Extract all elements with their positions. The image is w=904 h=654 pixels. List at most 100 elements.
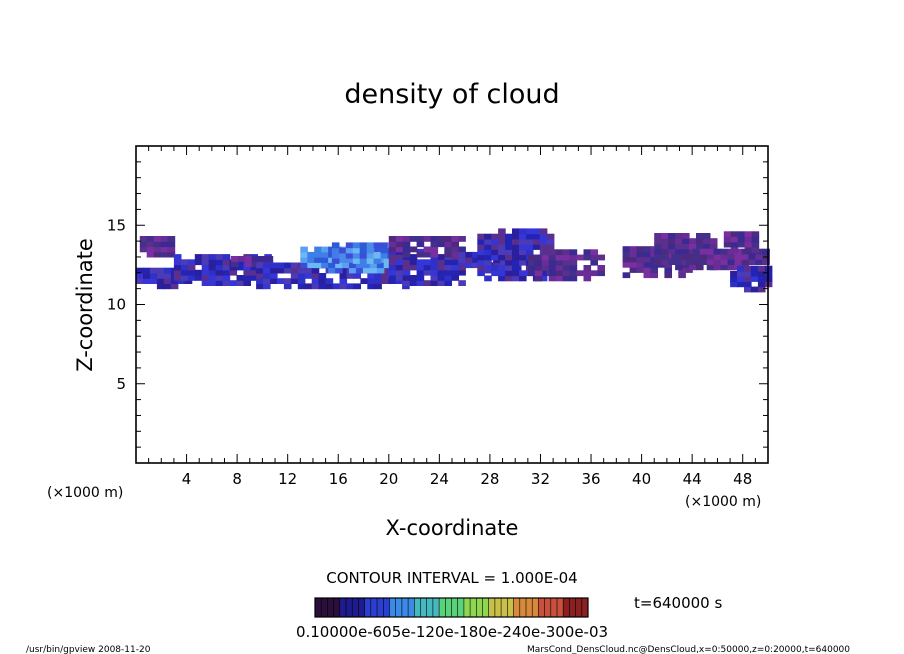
cloud-cell	[362, 262, 371, 269]
cloud-cell	[230, 261, 239, 267]
cloud-cell	[569, 259, 578, 266]
cloud-cell	[237, 256, 246, 262]
cloud-region	[388, 236, 466, 258]
cloud-cell	[458, 280, 466, 286]
cloud-cell	[696, 243, 704, 250]
cloud-cell	[215, 264, 224, 271]
cloud-cell	[416, 241, 425, 248]
cloud-cell	[713, 259, 722, 265]
colorbar-cell	[439, 598, 446, 617]
cloud-cell	[505, 254, 513, 261]
cloud-cell	[355, 262, 364, 269]
cloud-cell	[290, 262, 299, 269]
cloud-cell	[727, 264, 736, 271]
cloud-cell	[757, 265, 766, 272]
cloud-cell	[622, 246, 631, 252]
cloud-cell	[737, 241, 746, 248]
cloud-cell	[757, 281, 766, 288]
cloud-cell	[744, 270, 752, 277]
cloud-cell	[208, 275, 217, 281]
cloud-cell	[444, 264, 452, 271]
cloud-cell	[519, 238, 527, 245]
cloud-cell	[349, 267, 357, 274]
cloud-cell	[675, 253, 683, 260]
cloud-cell	[256, 267, 264, 274]
cloud-cell	[395, 269, 404, 276]
cloud-cell	[437, 264, 446, 271]
x-tick-label: 8	[232, 470, 242, 488]
cloud-cell	[167, 236, 176, 242]
cloud-cell	[643, 251, 652, 258]
cloud-cell	[388, 241, 397, 248]
cloud-cell	[491, 244, 499, 250]
cloud-cell	[229, 264, 238, 271]
cloud-cell	[562, 259, 571, 266]
cloud-cell	[458, 257, 466, 263]
cloud-cell	[541, 259, 550, 266]
cloud-cell	[451, 275, 459, 281]
cloud-cell	[555, 254, 564, 261]
cloud-cell	[416, 269, 425, 276]
cloud-cell	[236, 280, 245, 286]
cloud-cell	[512, 275, 520, 282]
cloud-cell	[555, 270, 564, 277]
cloud-cell	[283, 283, 292, 290]
cloud-cell	[173, 269, 182, 276]
colorbar-cell	[370, 598, 378, 617]
cloud-cell	[215, 254, 224, 260]
cloud-cell	[597, 270, 605, 277]
cloud-cell	[314, 262, 322, 269]
cloud-cell	[437, 241, 446, 248]
cloud-cell	[383, 262, 392, 269]
cloud-cell	[353, 283, 361, 290]
cloud-cell	[201, 275, 210, 281]
cloud-cell	[757, 286, 766, 293]
cloud-cell	[395, 275, 404, 281]
cloud-cell	[505, 249, 513, 256]
cloud-cell	[562, 254, 571, 261]
cloud-cell	[250, 275, 258, 281]
cloud-cell	[546, 233, 555, 240]
cloud-cell	[187, 264, 196, 271]
cloud-cell	[215, 259, 224, 266]
cloud-cell	[750, 265, 759, 272]
cloud-cell	[741, 259, 750, 265]
cloud-cell	[139, 236, 148, 242]
cloud-cell	[290, 278, 299, 284]
cloud-cell	[373, 242, 382, 249]
cloud-cell	[713, 248, 722, 255]
cloud-cell	[300, 251, 308, 258]
cloud-cell	[300, 246, 308, 253]
cloud-cell	[321, 262, 329, 269]
cloud-cell	[325, 278, 334, 284]
cloud-cell	[723, 231, 732, 238]
cloud-cell	[744, 281, 752, 288]
cloud-cell	[194, 259, 203, 266]
cloud-cell	[636, 251, 645, 258]
cloud-cell	[300, 257, 308, 263]
cloud-cell	[304, 283, 313, 290]
cloud-cell	[430, 275, 439, 281]
colorbar-cell	[358, 598, 365, 617]
cloud-cell	[583, 265, 592, 271]
cloud-cell	[675, 259, 683, 265]
cloud-cell	[477, 254, 485, 261]
cloud-cell	[321, 246, 329, 253]
cloud-cell	[136, 278, 144, 284]
cloud-cell	[750, 286, 759, 293]
cloud-cell	[307, 257, 315, 263]
cloud-cell	[187, 259, 196, 266]
cloud-cell	[629, 267, 638, 273]
cloud-cell	[314, 246, 322, 253]
cloud-cell	[160, 251, 169, 258]
cloud-cell	[173, 264, 182, 271]
cloud-cell	[498, 228, 506, 235]
cloud-cell	[156, 273, 165, 279]
colorbar-cell	[463, 598, 471, 617]
cloud-cell	[444, 246, 452, 253]
cloud-cell	[472, 257, 480, 263]
cloud-cell	[236, 264, 245, 271]
cloud-cell	[353, 273, 361, 279]
cloud-cell	[311, 273, 320, 279]
cloud-cell	[388, 278, 396, 284]
